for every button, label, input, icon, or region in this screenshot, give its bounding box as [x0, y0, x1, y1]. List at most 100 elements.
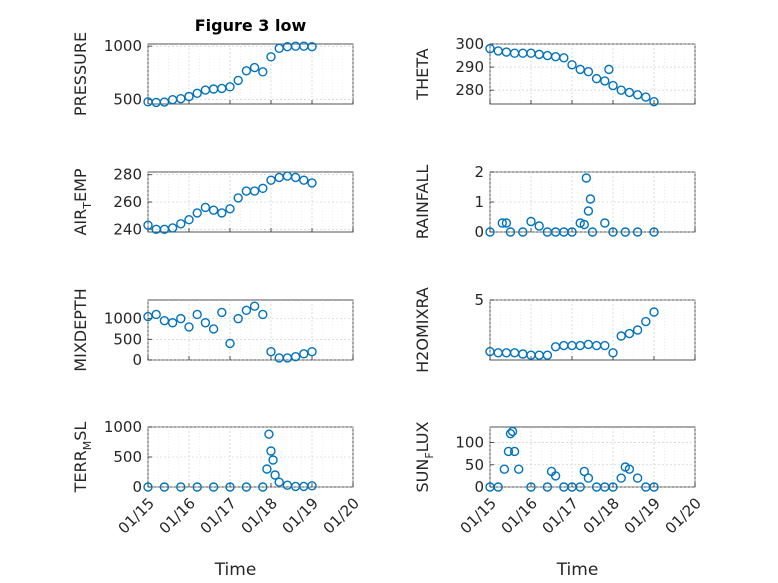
- data-point: [485, 43, 495, 54]
- data-point: [225, 82, 235, 92]
- data-point: [307, 347, 317, 357]
- y-tick-label: 290: [455, 58, 484, 76]
- data-point: [217, 208, 227, 218]
- data-point: [167, 223, 178, 233]
- data-point: [575, 64, 585, 75]
- data-point: [290, 172, 301, 183]
- x-tick-label: 01/17: [197, 494, 240, 537]
- y-axis-label: RAINFALL: [413, 165, 432, 240]
- x-tick-label: 01/16: [498, 494, 541, 537]
- data-point: [608, 227, 618, 237]
- y-axis-label: SUNFLUX: [413, 421, 436, 492]
- data-point: [200, 202, 211, 213]
- x-tick-label: 01/20: [662, 494, 705, 537]
- data-point: [509, 446, 520, 457]
- data-point: [497, 218, 507, 228]
- data-point: [217, 307, 227, 318]
- data-point: [233, 75, 243, 86]
- data-point: [616, 473, 626, 483]
- data-point: [518, 227, 528, 237]
- y-axis-label: H2OMIXRA: [413, 287, 432, 373]
- data-point: [184, 215, 194, 225]
- data-point: [608, 80, 618, 91]
- y-axis-label: THETA: [413, 48, 432, 100]
- data-point: [159, 482, 170, 492]
- data-point: [266, 175, 276, 185]
- data-point: [505, 227, 516, 237]
- y-tick-label: 300: [455, 35, 484, 53]
- data-point: [608, 348, 618, 358]
- data-point: [258, 482, 268, 492]
- y-tick-label: 260: [113, 193, 142, 211]
- data-point: [200, 318, 211, 328]
- data-point: [649, 96, 659, 107]
- y-tick-label: 1: [474, 193, 484, 211]
- data-point: [241, 66, 252, 76]
- data-point: [604, 64, 614, 75]
- data-point: [266, 52, 276, 62]
- data-point: [507, 426, 518, 437]
- data-point: [583, 66, 594, 77]
- data-point: [600, 218, 610, 228]
- data-point: [192, 482, 202, 492]
- data-point: [620, 227, 630, 237]
- subplot-mixdepth: 0 500 1000 MIXDEPTH: [71, 288, 354, 372]
- data-point: [641, 92, 651, 102]
- data-point: [233, 193, 243, 203]
- figure-title: Figure 3 low: [195, 16, 307, 35]
- data-point: [641, 316, 651, 327]
- data-point: [249, 186, 260, 196]
- data-point: [567, 60, 577, 70]
- data-point: [208, 482, 219, 492]
- x-tick-label: 01/19: [279, 494, 322, 537]
- data-point: [649, 227, 659, 237]
- x-axis-label: Time: [556, 560, 599, 580]
- x-tick-label: 01/19: [621, 494, 664, 537]
- data-point: [241, 482, 252, 492]
- data-point: [542, 482, 553, 492]
- x-tick-label: 01/17: [539, 494, 582, 537]
- data-point: [503, 446, 514, 457]
- data-point: [616, 85, 626, 95]
- x-tick-label: 01/16: [156, 494, 199, 537]
- y-tick-label: 280: [113, 166, 142, 184]
- data-point: [208, 205, 219, 215]
- data-point: [307, 178, 317, 188]
- data-point: [176, 219, 186, 229]
- data-point: [526, 216, 536, 227]
- y-tick-label: 500: [113, 91, 142, 109]
- x-tick-label: 01/15: [115, 494, 158, 537]
- data-point: [575, 218, 585, 228]
- data-point: [262, 464, 272, 474]
- y-tick-label: 280: [455, 81, 484, 99]
- data-point: [159, 97, 170, 107]
- y-tick-label: 500: [113, 330, 142, 348]
- data-point: [499, 464, 510, 474]
- data-point: [192, 309, 202, 320]
- data-point: [632, 90, 643, 100]
- data-point: [585, 194, 596, 204]
- y-tick-label: 240: [113, 220, 142, 238]
- data-point: [649, 307, 659, 317]
- data-point: [632, 473, 643, 483]
- data-point: [176, 313, 186, 324]
- x-tick-label: 01/15: [457, 494, 500, 537]
- data-point: [600, 340, 610, 351]
- data-point: [184, 322, 194, 332]
- data-point: [270, 470, 280, 480]
- y-tick-label: 0: [474, 478, 484, 496]
- data-point: [151, 309, 161, 320]
- data-point: [579, 466, 589, 477]
- y-tick-label: 2: [474, 163, 484, 181]
- data-point: [176, 482, 186, 492]
- data-point: [550, 471, 561, 481]
- data-point: [600, 76, 610, 86]
- x-tick-label: 01/20: [320, 494, 363, 537]
- y-axis-label: PRESSURE: [71, 32, 90, 116]
- data-point: [493, 482, 503, 492]
- data-point: [587, 227, 598, 237]
- data-point: [167, 318, 178, 328]
- data-point: [307, 41, 317, 52]
- y-tick-label: 0: [474, 223, 484, 241]
